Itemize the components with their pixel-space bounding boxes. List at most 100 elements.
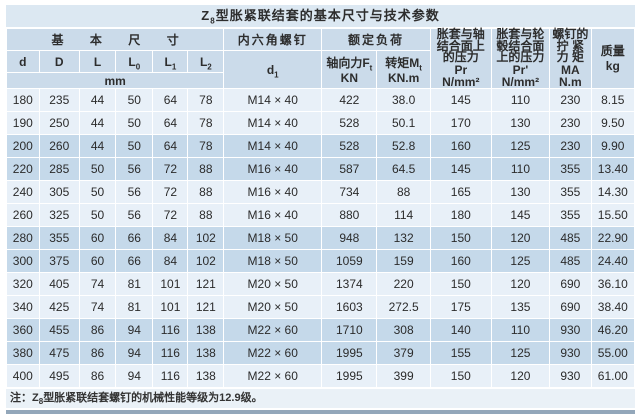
cell-pressure_hub_Pr_Nmm2: 125 <box>490 249 551 273</box>
cell-L: 60 <box>78 226 117 250</box>
cell-torque_Mt_KNm: 52.8 <box>376 134 431 158</box>
torque-label: 转矩Mt <box>385 56 422 73</box>
cell-L0: 56 <box>115 203 154 227</box>
col-label: L <box>164 54 172 69</box>
cell-axial_force_Ft_KN: 1710 <box>321 318 378 342</box>
cell-d1: M20 × 50 <box>223 295 323 319</box>
footnote-text-rest: 型胀紧联结套螺钉的机械性能等级为12.9级。 <box>43 392 263 404</box>
cell-d1: M18 × 50 <box>223 226 323 250</box>
cell-L2: 121 <box>187 272 225 296</box>
cell-axial_force_Ft_KN: 587 <box>321 157 378 181</box>
header-shaft-contact-pressure: 胀套与轴 结合面上 的压力 Pr N/mm² <box>429 28 492 89</box>
header-col-L2: L2 <box>187 50 225 73</box>
cell-D: 455 <box>38 318 80 342</box>
cell-mass_kg: 15.50 <box>590 203 636 227</box>
header-mass: 质量 kg <box>590 28 636 89</box>
cell-L2: 78 <box>187 88 225 112</box>
header-col-torque: 转矩Mt KN.m <box>376 50 431 89</box>
cell-D: 305 <box>38 180 80 204</box>
header-hub-contact-pressure: 胀套与轮 毂结合面 上的压力 Pr' N/mm² <box>490 28 551 89</box>
cell-L: 60 <box>78 249 117 273</box>
cell-L1: 116 <box>152 364 189 388</box>
header-line: 力 矩 <box>556 50 585 65</box>
cell-torque_Mt_KNm: 50.1 <box>376 111 431 135</box>
table-row: 190 250 44 50 64 78 M14 × 40 528 50.1 170 130 230 9.… <box>6 111 636 135</box>
cell-tightening_torque_MA_Nm: 355 <box>549 157 592 181</box>
cell-d1: M22 × 60 <box>223 364 323 388</box>
cell-L: 44 <box>78 111 117 135</box>
header-col-L0: L0 <box>115 50 154 73</box>
cell-mass_kg: 22.90 <box>590 226 636 250</box>
header-line: 的压力 <box>442 50 479 65</box>
cell-L2: 102 <box>187 249 225 273</box>
col-label: L <box>128 54 136 69</box>
table-row: 240 305 50 56 72 88 M16 × 40 734 88 165 130 355 14.3… <box>6 180 636 204</box>
cell-pressure_hub_Pr_Nmm2: 130 <box>490 111 551 135</box>
header-symbol-pr: Pr <box>454 62 468 77</box>
header-symbol-pr-prime: Pr' <box>512 62 529 77</box>
torque-unit: KN.m <box>387 71 420 85</box>
cell-pressure_hub_Pr_Nmm2: 120 <box>490 272 551 296</box>
header-line: 螺钉的 <box>552 27 589 42</box>
col-label-sub: 0 <box>135 61 141 71</box>
cell-d1: M14 × 40 <box>223 111 323 135</box>
cell-torque_Mt_KNm: 308 <box>376 318 431 342</box>
table-row: 300 375 60 66 84 102 M18 × 50 1059 159 160 125 485 2… <box>6 249 636 273</box>
cell-pressure_shaft_Pr_Nmm2: 145 <box>429 157 492 181</box>
cell-L1: 64 <box>152 134 189 158</box>
cell-D: 495 <box>38 364 80 388</box>
table-row: 340 425 74 81 101 121 M20 × 50 1603 272.5 175 135 6… <box>6 295 636 319</box>
cell-d1: M16 × 40 <box>223 203 323 227</box>
cell-mass_kg: 55.00 <box>590 341 636 365</box>
cell-axial_force_Ft_KN: 1603 <box>321 295 378 319</box>
cell-L0: 50 <box>115 88 154 112</box>
cell-torque_Mt_KNm: 64.5 <box>376 157 431 181</box>
header-col-axial-force: 轴向力Ft KN <box>321 50 378 89</box>
cell-pressure_shaft_Pr_Nmm2: 160 <box>429 249 492 273</box>
cell-pressure_hub_Pr_Nmm2: 145 <box>490 203 551 227</box>
cell-L1: 84 <box>152 226 189 250</box>
cell-L0: 81 <box>115 272 154 296</box>
cell-torque_Mt_KNm: 220 <box>376 272 431 296</box>
cell-pressure_shaft_Pr_Nmm2: 175 <box>429 295 492 319</box>
cell-pressure_hub_Pr_Nmm2: 120 <box>490 364 551 388</box>
footnote: 注：Z8型胀紧联结套螺钉的机械性能等级为12.9级。 <box>6 389 635 408</box>
cell-d: 380 <box>6 341 40 365</box>
header-unit-nmm2: N/mm² <box>442 74 480 89</box>
header-basic-dimensions: 基本尺寸 <box>5 28 225 51</box>
cell-pressure_shaft_Pr_Nmm2: 180 <box>429 203 492 227</box>
cell-mass_kg: 46.20 <box>590 318 636 342</box>
spec-table: 基本尺寸 内六角螺钉 额定负荷 胀套与轴 结合面上 的压力 Pr N/mm² 胀… <box>5 27 636 388</box>
cell-tightening_torque_MA_Nm: 930 <box>549 341 592 365</box>
cell-L2: 121 <box>187 295 225 319</box>
cell-pressure_hub_Pr_Nmm2: 125 <box>490 134 551 158</box>
page-title: Z8型胀紧联结套的基本尺寸与技术参数 <box>6 5 635 27</box>
cell-L2: 88 <box>187 180 225 204</box>
cell-L2: 88 <box>187 157 225 181</box>
cell-mass_kg: 36.10 <box>590 272 636 296</box>
cell-L1: 84 <box>152 249 189 273</box>
title-text: Z <box>201 8 211 23</box>
header-unit-nmm2: N/mm² <box>501 74 540 89</box>
cell-L1: 72 <box>152 157 189 181</box>
header-unit-nm: N.m <box>559 74 582 89</box>
header-col-d1: d1 <box>223 50 323 89</box>
col-label: L <box>199 54 208 69</box>
cell-L: 44 <box>78 88 117 112</box>
axial-force-label: 轴向力Ft <box>326 56 373 73</box>
cell-L0: 66 <box>115 226 154 250</box>
cell-L2: 78 <box>187 134 225 158</box>
cell-L2: 138 <box>187 364 225 388</box>
cell-tightening_torque_MA_Nm: 930 <box>549 364 592 388</box>
cell-D: 325 <box>38 203 80 227</box>
col-label: d <box>19 54 27 69</box>
cell-pressure_shaft_Pr_Nmm2: 170 <box>429 111 492 135</box>
bottom-border <box>6 410 635 414</box>
cell-L2: 138 <box>187 318 225 342</box>
cell-L1: 101 <box>152 272 189 296</box>
cell-L: 86 <box>78 341 117 365</box>
table-row: 400 495 86 94 116 138 M22 × 60 1995 399 150 120 930… <box>6 364 636 388</box>
cell-D: 405 <box>38 272 80 296</box>
col-label: D <box>54 54 64 69</box>
header-rated-load: 额定负荷 <box>321 28 431 51</box>
